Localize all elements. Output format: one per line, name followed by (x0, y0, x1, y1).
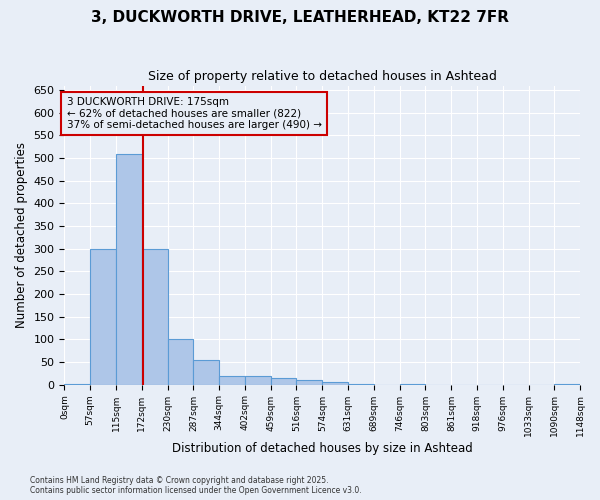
Bar (116, 154, 142, 384)
Bar (142, 248, 168, 384)
Bar (245, 376, 271, 384)
X-axis label: Distribution of detached houses by size in Ashtead: Distribution of detached houses by size … (172, 442, 473, 455)
Bar (296, 380, 322, 384)
Title: Size of property relative to detached houses in Ashtead: Size of property relative to detached ho… (148, 70, 497, 83)
Bar (219, 376, 245, 384)
Text: 3, DUCKWORTH DRIVE, LEATHERHEAD, KT22 7FR: 3, DUCKWORTH DRIVE, LEATHERHEAD, KT22 7F… (91, 10, 509, 25)
Bar (271, 378, 296, 384)
Bar (168, 340, 193, 384)
Bar (193, 360, 219, 384)
Bar (322, 382, 348, 384)
Y-axis label: Number of detached properties: Number of detached properties (15, 142, 28, 328)
Text: 3 DUCKWORTH DRIVE: 175sqm
← 62% of detached houses are smaller (822)
37% of semi: 3 DUCKWORTH DRIVE: 175sqm ← 62% of detac… (67, 97, 322, 130)
Bar (90, 248, 116, 384)
Text: Contains HM Land Registry data © Crown copyright and database right 2025.
Contai: Contains HM Land Registry data © Crown c… (30, 476, 362, 495)
